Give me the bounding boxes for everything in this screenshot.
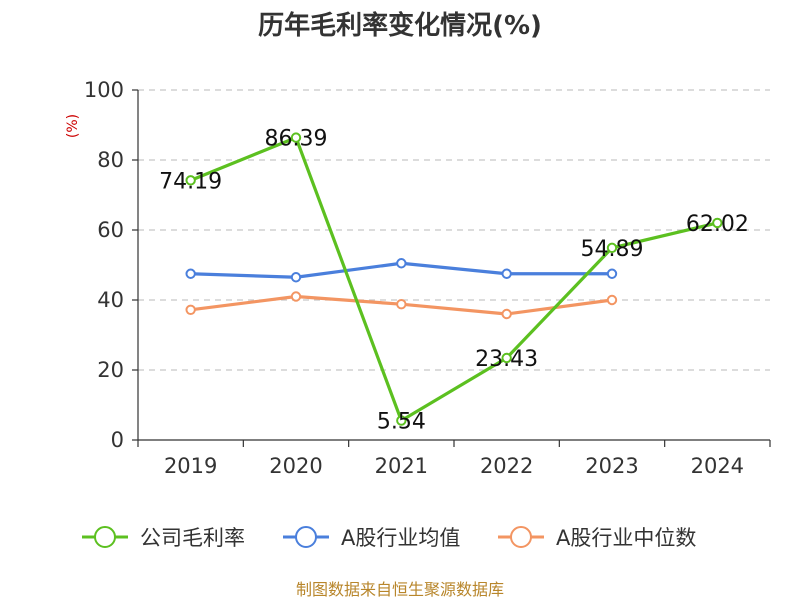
chart-title: 历年毛利率变化情况(%) bbox=[258, 10, 542, 41]
data-label: 5.54 bbox=[377, 410, 426, 435]
data-label: 62.02 bbox=[686, 212, 749, 237]
data-label: 74.19 bbox=[159, 169, 222, 194]
legend-marker bbox=[510, 526, 532, 548]
legend-marker bbox=[94, 526, 116, 548]
data-point[interactable] bbox=[606, 242, 618, 254]
data-point[interactable] bbox=[396, 415, 407, 426]
data-label: 86.39 bbox=[265, 127, 328, 152]
data-source-note: 制图数据来自恒生聚源数据库 bbox=[296, 580, 504, 599]
data-point[interactable] bbox=[290, 272, 302, 283]
y-tick-label: 60 bbox=[97, 218, 124, 242]
legend-marker bbox=[295, 526, 317, 548]
x-tick-label: 2024 bbox=[691, 454, 744, 478]
data-label: 54.89 bbox=[581, 237, 644, 262]
data-point[interactable] bbox=[712, 217, 723, 229]
x-tick-label: 2020 bbox=[269, 454, 322, 478]
legend-label: 公司毛利率 bbox=[140, 526, 245, 550]
data-point[interactable] bbox=[290, 132, 302, 143]
legend-label: A股行业中位数 bbox=[556, 526, 696, 550]
y-tick-label: 80 bbox=[97, 148, 124, 172]
legend-item[interactable]: A股行业均值 bbox=[283, 526, 460, 550]
legend[interactable]: 公司毛利率 A股行业均值 A股行业中位数 bbox=[82, 526, 696, 550]
data-point[interactable] bbox=[185, 175, 196, 186]
data-point[interactable] bbox=[396, 299, 407, 310]
y-axis-unit-label: (%) bbox=[65, 114, 81, 138]
legend-item[interactable]: A股行业中位数 bbox=[498, 526, 696, 550]
legend-label: A股行业均值 bbox=[341, 526, 460, 550]
gridlines bbox=[138, 89, 770, 371]
data-labels: 74.19 86.39 5.54 23.43 54.89 62.02 bbox=[159, 127, 749, 435]
y-tick-label: 40 bbox=[97, 288, 124, 312]
x-tick-label: 2023 bbox=[585, 454, 638, 478]
legend-item[interactable]: 公司毛利率 bbox=[82, 526, 245, 550]
y-tick-label: 100 bbox=[84, 78, 124, 102]
data-point[interactable] bbox=[396, 258, 407, 269]
data-point[interactable] bbox=[606, 294, 618, 306]
data-point[interactable] bbox=[501, 352, 512, 364]
x-tick-label: 2019 bbox=[164, 454, 217, 478]
data-point[interactable] bbox=[185, 304, 196, 315]
data-point[interactable] bbox=[606, 268, 618, 279]
y-tick-label: 20 bbox=[97, 358, 124, 382]
data-label: 23.43 bbox=[475, 347, 538, 372]
x-tick-label: 2022 bbox=[480, 454, 533, 478]
y-tick-label: 0 bbox=[111, 428, 124, 452]
series-lines bbox=[185, 132, 723, 426]
x-tick-label: 2021 bbox=[375, 454, 428, 478]
data-point[interactable] bbox=[185, 268, 196, 279]
axes: 0 20 40 60 80 100 2019 2020 2021 2022 2023 2024 bbox=[84, 78, 771, 478]
series-line bbox=[190, 136, 718, 423]
data-point[interactable] bbox=[501, 308, 512, 320]
data-point[interactable] bbox=[290, 291, 302, 302]
data-point[interactable] bbox=[501, 268, 512, 279]
